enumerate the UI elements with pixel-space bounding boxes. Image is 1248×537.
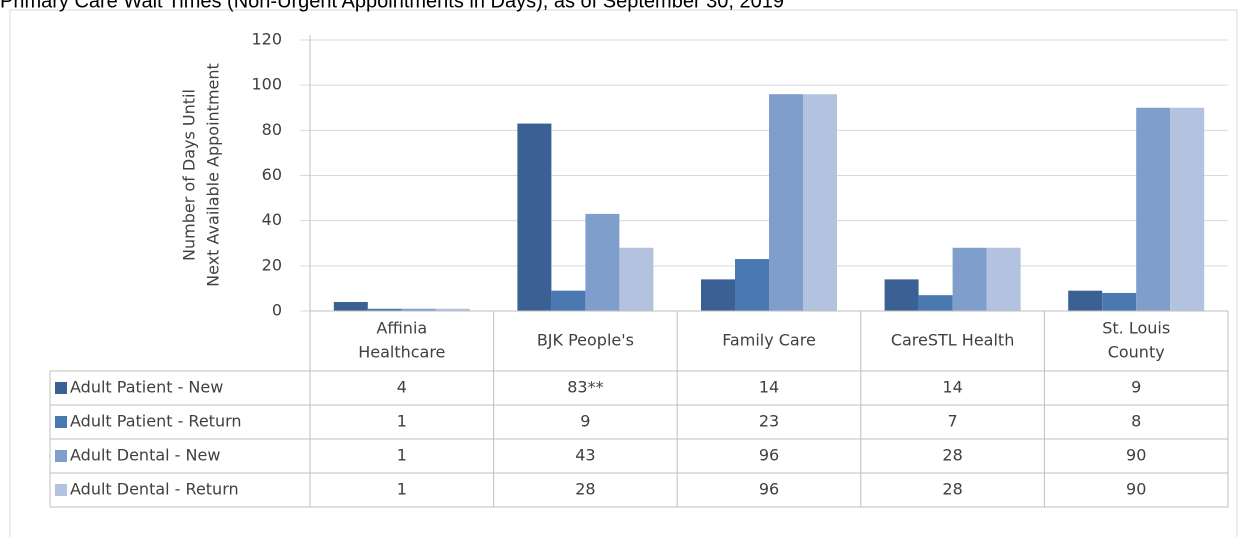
table-value: 7: [948, 412, 958, 431]
legend-label: Adult Patient - New: [70, 378, 223, 397]
x-tick-label: CareSTL Health: [891, 331, 1015, 350]
table-value: 4: [397, 378, 407, 397]
table-value: 83**: [567, 378, 603, 397]
chart-title: Primary Care Wait Times (Non-Urgent Appo…: [0, 0, 784, 12]
bar: [333, 301, 368, 311]
bar: [918, 295, 953, 311]
bar: [884, 279, 919, 311]
bar: [769, 94, 803, 311]
bar: [585, 213, 620, 311]
table-value: 14: [759, 378, 779, 397]
table-value: 1: [397, 480, 407, 499]
table-value: 8: [1131, 412, 1141, 431]
table-value: 96: [759, 446, 779, 465]
bar: [619, 247, 654, 311]
legend-swatch: [55, 416, 67, 428]
legend-swatch: [55, 484, 67, 496]
table-value: 28: [942, 480, 962, 499]
y-tick-label: 40: [262, 210, 282, 229]
y-axis-title: Number of Days Until: [180, 89, 199, 261]
y-tick-label: 120: [251, 30, 282, 49]
bar: [986, 247, 1021, 311]
table-value: 43: [575, 446, 595, 465]
legend-label: Adult Dental - New: [70, 446, 220, 465]
y-tick-label: 80: [262, 120, 282, 139]
x-tick-label: County: [1108, 343, 1165, 362]
table-value: 23: [759, 412, 779, 431]
bar: [367, 308, 402, 311]
table-value: 1: [397, 412, 407, 431]
bar: [1136, 107, 1171, 311]
y-tick-label: 20: [262, 255, 282, 274]
bar: [1102, 292, 1137, 311]
bar: [435, 308, 470, 311]
table-value: 9: [1131, 378, 1141, 397]
x-tick-label: Affinia: [376, 319, 427, 338]
bar: [735, 259, 769, 311]
legend-label: Adult Dental - Return: [70, 480, 239, 499]
table-value: 28: [942, 446, 962, 465]
bar: [952, 247, 987, 311]
x-tick-label: Family Care: [722, 331, 816, 350]
y-tick-label: 60: [262, 165, 282, 184]
table-value: 1: [397, 446, 407, 465]
x-tick-label: St. Louis: [1102, 319, 1170, 338]
x-tick-label: BJK People's: [537, 331, 634, 350]
table-value: 90: [1126, 480, 1146, 499]
bar: [401, 308, 436, 311]
bar: [1170, 107, 1205, 311]
bar: [1068, 290, 1103, 311]
bar: [701, 279, 735, 311]
table-value: 96: [759, 480, 779, 499]
y-axis-title: Next Available Appointment: [204, 63, 223, 287]
bar: [803, 94, 837, 311]
table-value: 90: [1126, 446, 1146, 465]
y-tick-label: 0: [272, 301, 282, 320]
legend-label: Adult Patient - Return: [70, 412, 242, 431]
bar: [551, 290, 586, 311]
legend-swatch: [55, 382, 67, 394]
bar: [517, 123, 552, 311]
table-value: 9: [580, 412, 590, 431]
chart-border: [9, 9, 1238, 537]
x-tick-label: Healthcare: [358, 343, 445, 362]
table-value: 14: [942, 378, 962, 397]
y-tick-label: 100: [251, 75, 282, 94]
legend-swatch: [55, 450, 67, 462]
table-value: 28: [575, 480, 595, 499]
